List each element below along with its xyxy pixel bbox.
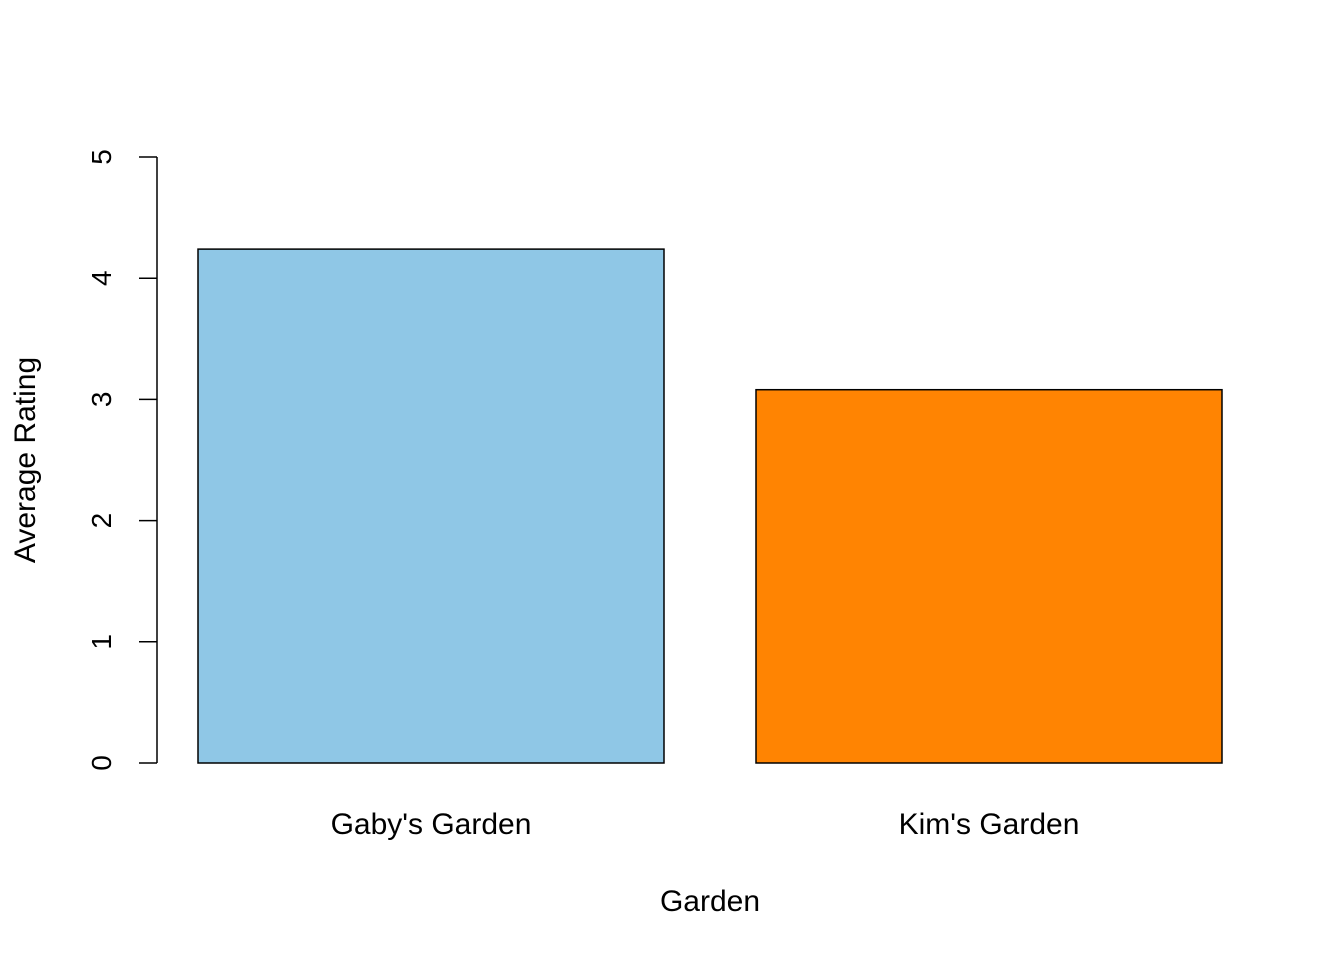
y-axis: 0 1 2 3 4 5 bbox=[86, 149, 158, 771]
y-tick-label: 0 bbox=[86, 755, 117, 771]
y-tick-label: 3 bbox=[86, 392, 117, 408]
y-tick-label: 4 bbox=[86, 270, 117, 286]
bar-0 bbox=[197, 248, 665, 764]
x-category-label: Gaby's Garden bbox=[331, 808, 532, 841]
x-axis-title: Garden bbox=[660, 885, 760, 918]
y-tick-label: 2 bbox=[86, 513, 117, 529]
x-axis-labels: Gaby's Garden Kim's Garden bbox=[331, 808, 1080, 841]
bar-1 bbox=[755, 388, 1223, 764]
bars bbox=[197, 248, 1223, 764]
y-tick-label: 5 bbox=[86, 149, 117, 165]
x-category-label: Kim's Garden bbox=[899, 808, 1080, 841]
y-tick-label: 1 bbox=[86, 634, 117, 650]
y-axis-title: Average Rating bbox=[9, 357, 42, 563]
